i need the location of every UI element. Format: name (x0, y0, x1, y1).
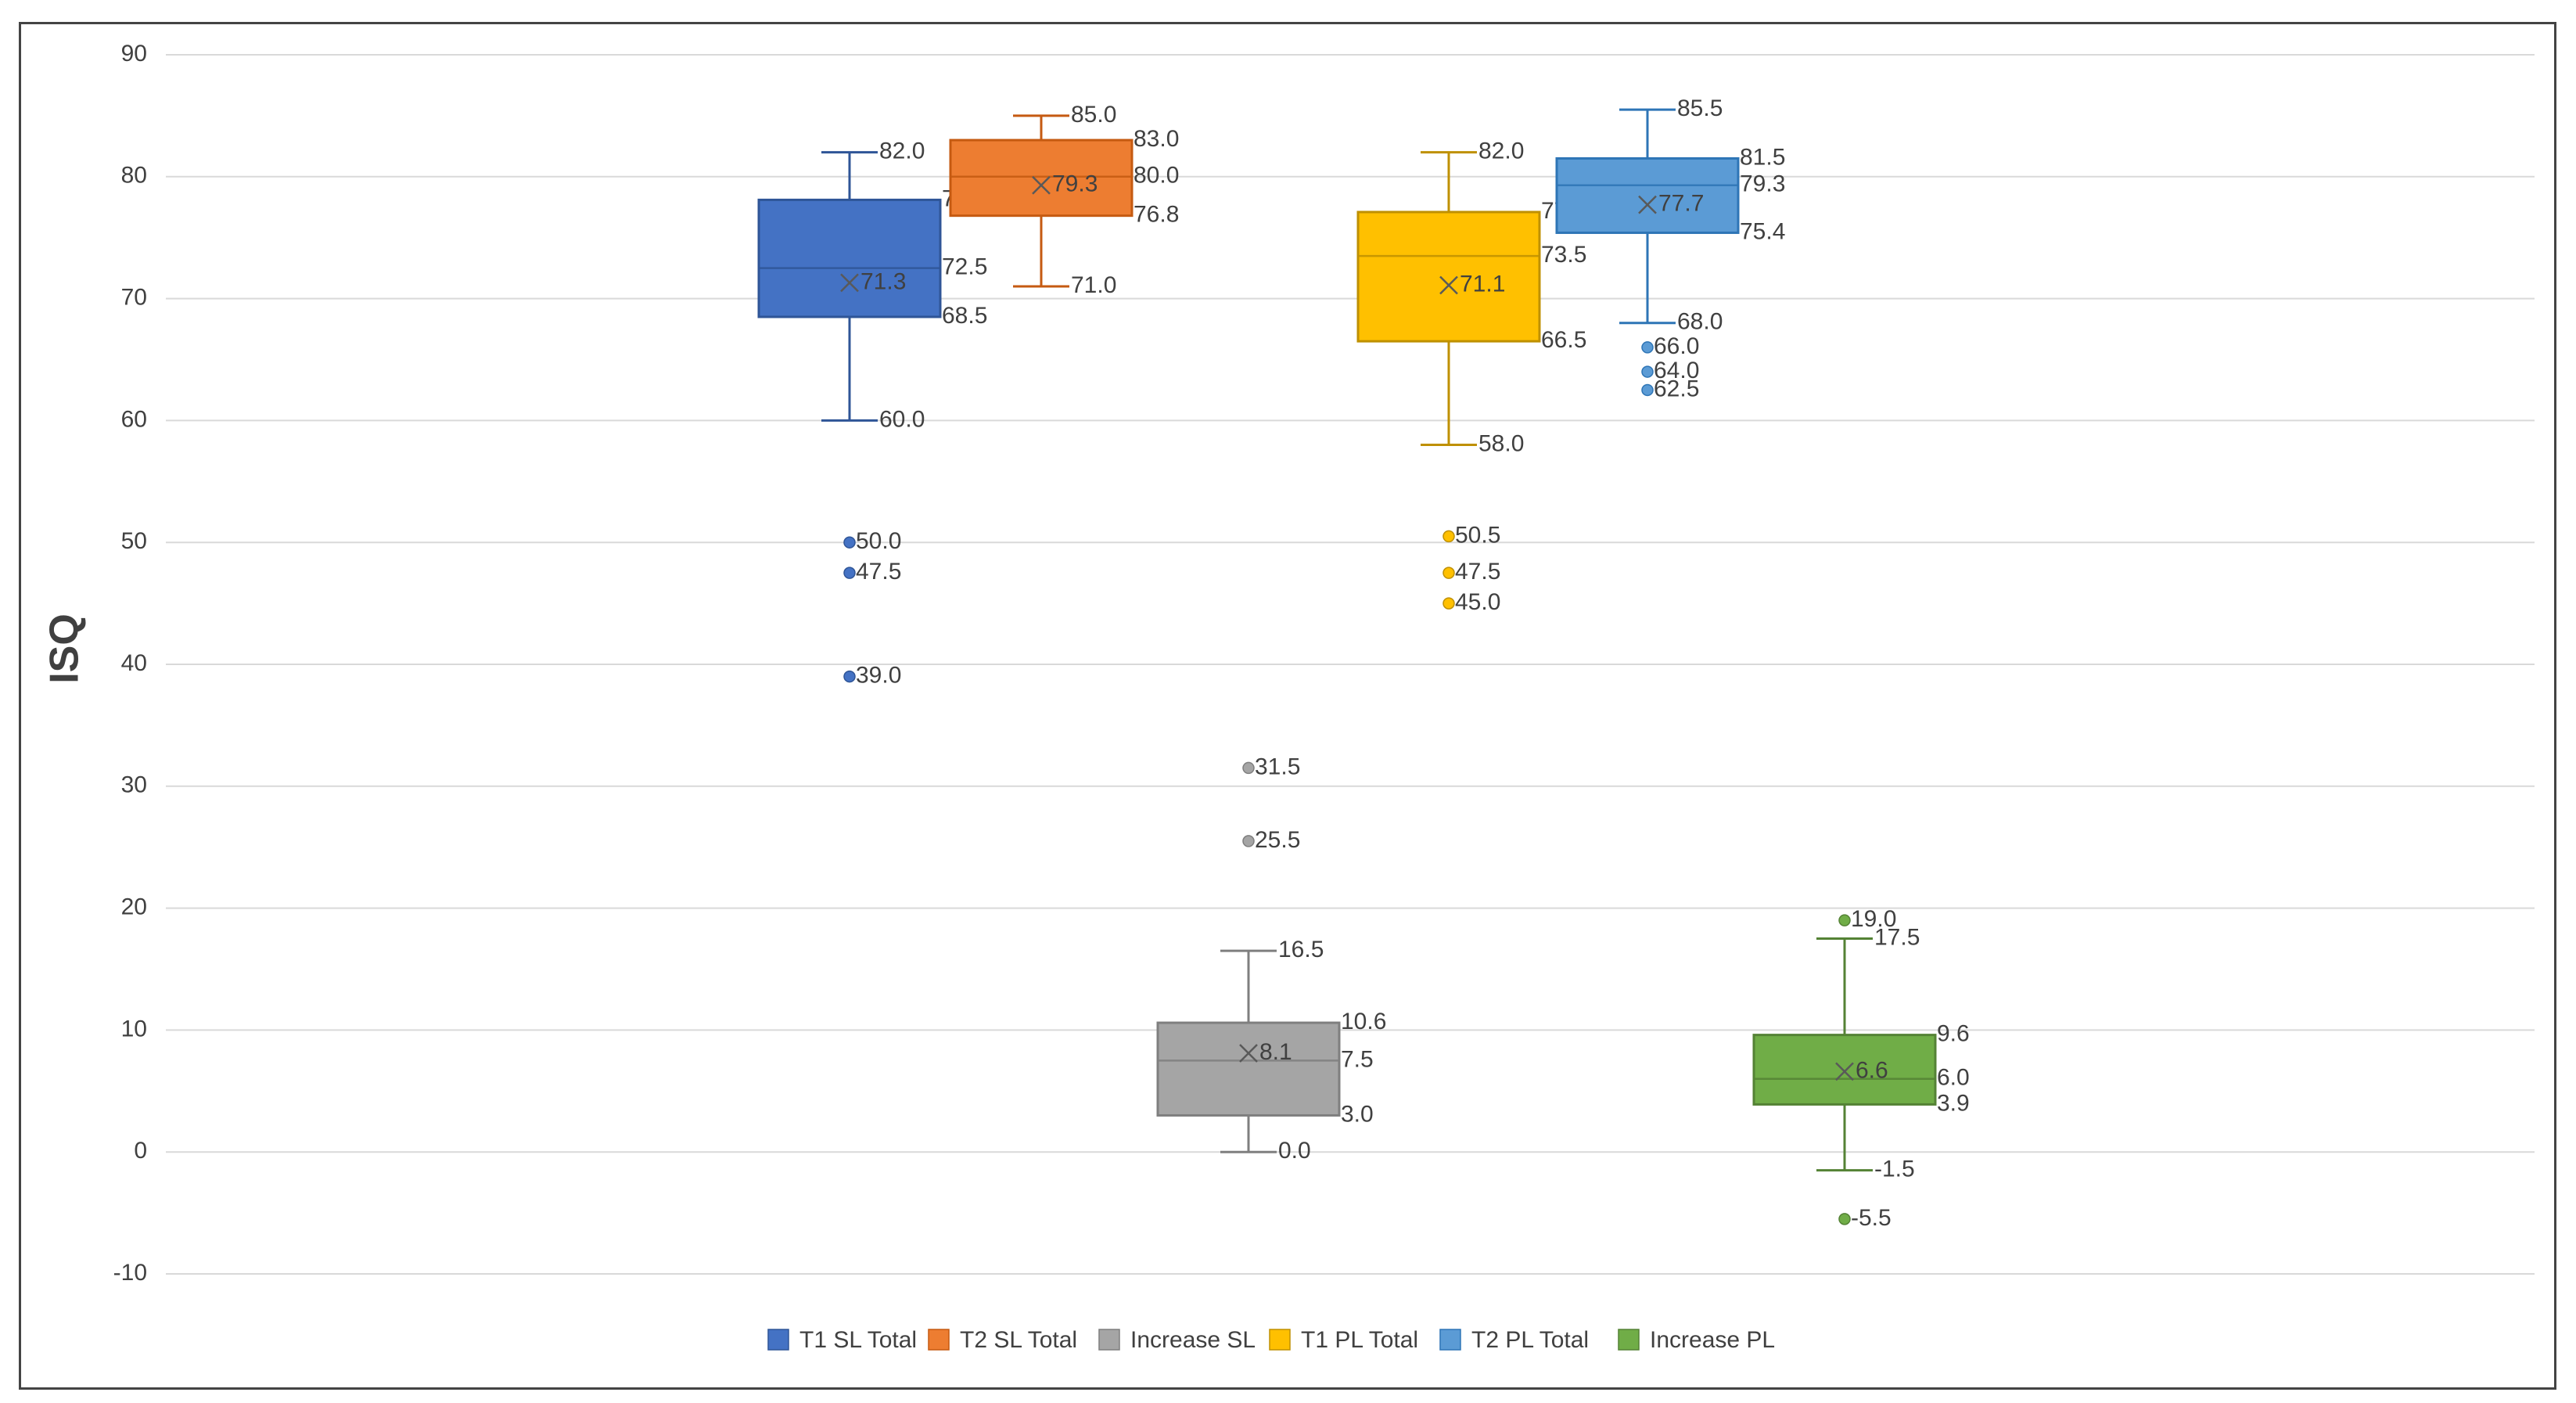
label-q1: 68.5 (942, 303, 987, 329)
outlier-point[interactable] (843, 536, 856, 549)
legend-label: Increase PL (1650, 1327, 1775, 1353)
outlier-label: 64.0 (1654, 358, 1699, 383)
legend-label: Increase SL (1130, 1327, 1256, 1353)
y-tick-label: 90 (121, 41, 147, 67)
box-0[interactable] (757, 198, 942, 318)
label-q3: 81.5 (1740, 144, 1785, 170)
label-median: 80.0 (1134, 163, 1179, 189)
mean-marker (1032, 175, 1051, 195)
label-max: 82.0 (879, 139, 925, 164)
legend-swatch[interactable] (1098, 1329, 1120, 1351)
label-min: 0.0 (1278, 1138, 1311, 1164)
mean-marker (840, 273, 859, 293)
label-q1: 66.5 (1541, 327, 1586, 353)
y-tick-label: 20 (121, 894, 147, 920)
mean-marker (1638, 195, 1657, 214)
mean-marker (1239, 1044, 1258, 1063)
legend-swatch[interactable] (1439, 1329, 1461, 1351)
outlier-point[interactable] (843, 670, 856, 683)
label-median: 6.0 (1937, 1065, 1970, 1091)
label-q1: 76.8 (1134, 202, 1179, 228)
mean-marker (1439, 275, 1458, 295)
outlier-point[interactable] (1242, 835, 1255, 847)
outlier-point[interactable] (843, 567, 856, 579)
label-max: 17.5 (1874, 924, 1920, 950)
label-min: 58.0 (1478, 430, 1524, 456)
outlier-point[interactable] (1442, 567, 1455, 579)
label-max: 16.5 (1278, 937, 1324, 962)
outlier-point[interactable] (1641, 365, 1654, 378)
outlier-point[interactable] (1838, 914, 1851, 926)
label-mean: 8.1 (1259, 1039, 1292, 1065)
legend-label: T2 PL Total (1471, 1327, 1589, 1353)
label-min: -1.5 (1874, 1156, 1915, 1182)
label-min: 71.0 (1071, 272, 1116, 298)
y-tick-label: 40 (121, 650, 147, 676)
label-mean: 71.3 (860, 268, 906, 294)
box-4[interactable] (1555, 156, 1740, 234)
y-tick-label: 50 (121, 528, 147, 554)
y-tick-label: 10 (121, 1016, 147, 1041)
label-median: 79.3 (1740, 171, 1785, 197)
outlier-point[interactable] (1442, 597, 1455, 610)
legend-swatch[interactable] (928, 1329, 950, 1351)
chart-frame (19, 22, 2556, 1390)
y-tick-label: 70 (121, 285, 147, 311)
label-max: 82.0 (1478, 139, 1524, 164)
legend-label: T1 SL Total (799, 1327, 917, 1353)
label-q3: 9.6 (1937, 1021, 1970, 1047)
box-2[interactable] (1156, 1021, 1341, 1117)
legend-swatch[interactable] (767, 1329, 789, 1351)
y-tick-label: -10 (113, 1260, 147, 1286)
label-median: 7.5 (1341, 1046, 1374, 1072)
legend-swatch[interactable] (1618, 1329, 1640, 1351)
outlier-point[interactable] (1838, 1213, 1851, 1225)
outlier-label: 50.5 (1455, 522, 1500, 548)
label-mean: 77.7 (1658, 191, 1704, 217)
label-mean: 71.1 (1460, 271, 1505, 297)
outlier-point[interactable] (1242, 761, 1255, 775)
y-tick-label: 30 (121, 772, 147, 798)
y-tick-label: 80 (121, 163, 147, 189)
outlier-label: 25.5 (1255, 827, 1300, 853)
y-tick-label: 0 (134, 1138, 147, 1164)
legend-label: T2 SL Total (960, 1327, 1077, 1353)
y-axis-title: ISQ (42, 613, 88, 684)
label-q3: 83.0 (1134, 126, 1179, 152)
label-mean: 6.6 (1856, 1057, 1888, 1083)
outlier-label: 50.0 (856, 528, 901, 554)
outlier-label: 39.0 (856, 663, 901, 689)
legend-swatch[interactable] (1269, 1329, 1291, 1351)
mean-marker (1835, 1062, 1854, 1081)
label-q1: 3.9 (1937, 1090, 1970, 1116)
outlier-label: 31.5 (1255, 754, 1300, 779)
label-min: 68.0 (1677, 309, 1723, 335)
outlier-label: 19.0 (1851, 906, 1896, 932)
outlier-label: 47.5 (1455, 559, 1500, 585)
label-median: 72.5 (942, 254, 987, 280)
outlier-label: -5.5 (1851, 1205, 1892, 1231)
label-mean: 79.3 (1052, 171, 1098, 197)
outlier-point[interactable] (1641, 341, 1654, 354)
label-q1: 3.0 (1341, 1101, 1374, 1127)
label-median: 73.5 (1541, 242, 1586, 268)
label-q1: 75.4 (1740, 218, 1785, 244)
label-max: 85.0 (1071, 102, 1116, 128)
outlier-label: 66.0 (1654, 333, 1699, 359)
box-1[interactable] (949, 139, 1134, 218)
y-tick-label: 60 (121, 406, 147, 432)
legend-label: T1 PL Total (1301, 1327, 1418, 1353)
outlier-point[interactable] (1641, 383, 1654, 397)
outlier-point[interactable] (1442, 530, 1455, 543)
box-5[interactable] (1752, 1034, 1937, 1106)
label-max: 85.5 (1677, 95, 1723, 121)
label-min: 60.0 (879, 406, 925, 432)
outlier-label: 45.0 (1455, 589, 1500, 615)
outlier-label: 62.5 (1654, 376, 1699, 401)
label-q3: 10.6 (1341, 1009, 1386, 1034)
box-3[interactable] (1356, 210, 1541, 343)
outlier-label: 47.5 (856, 559, 901, 585)
